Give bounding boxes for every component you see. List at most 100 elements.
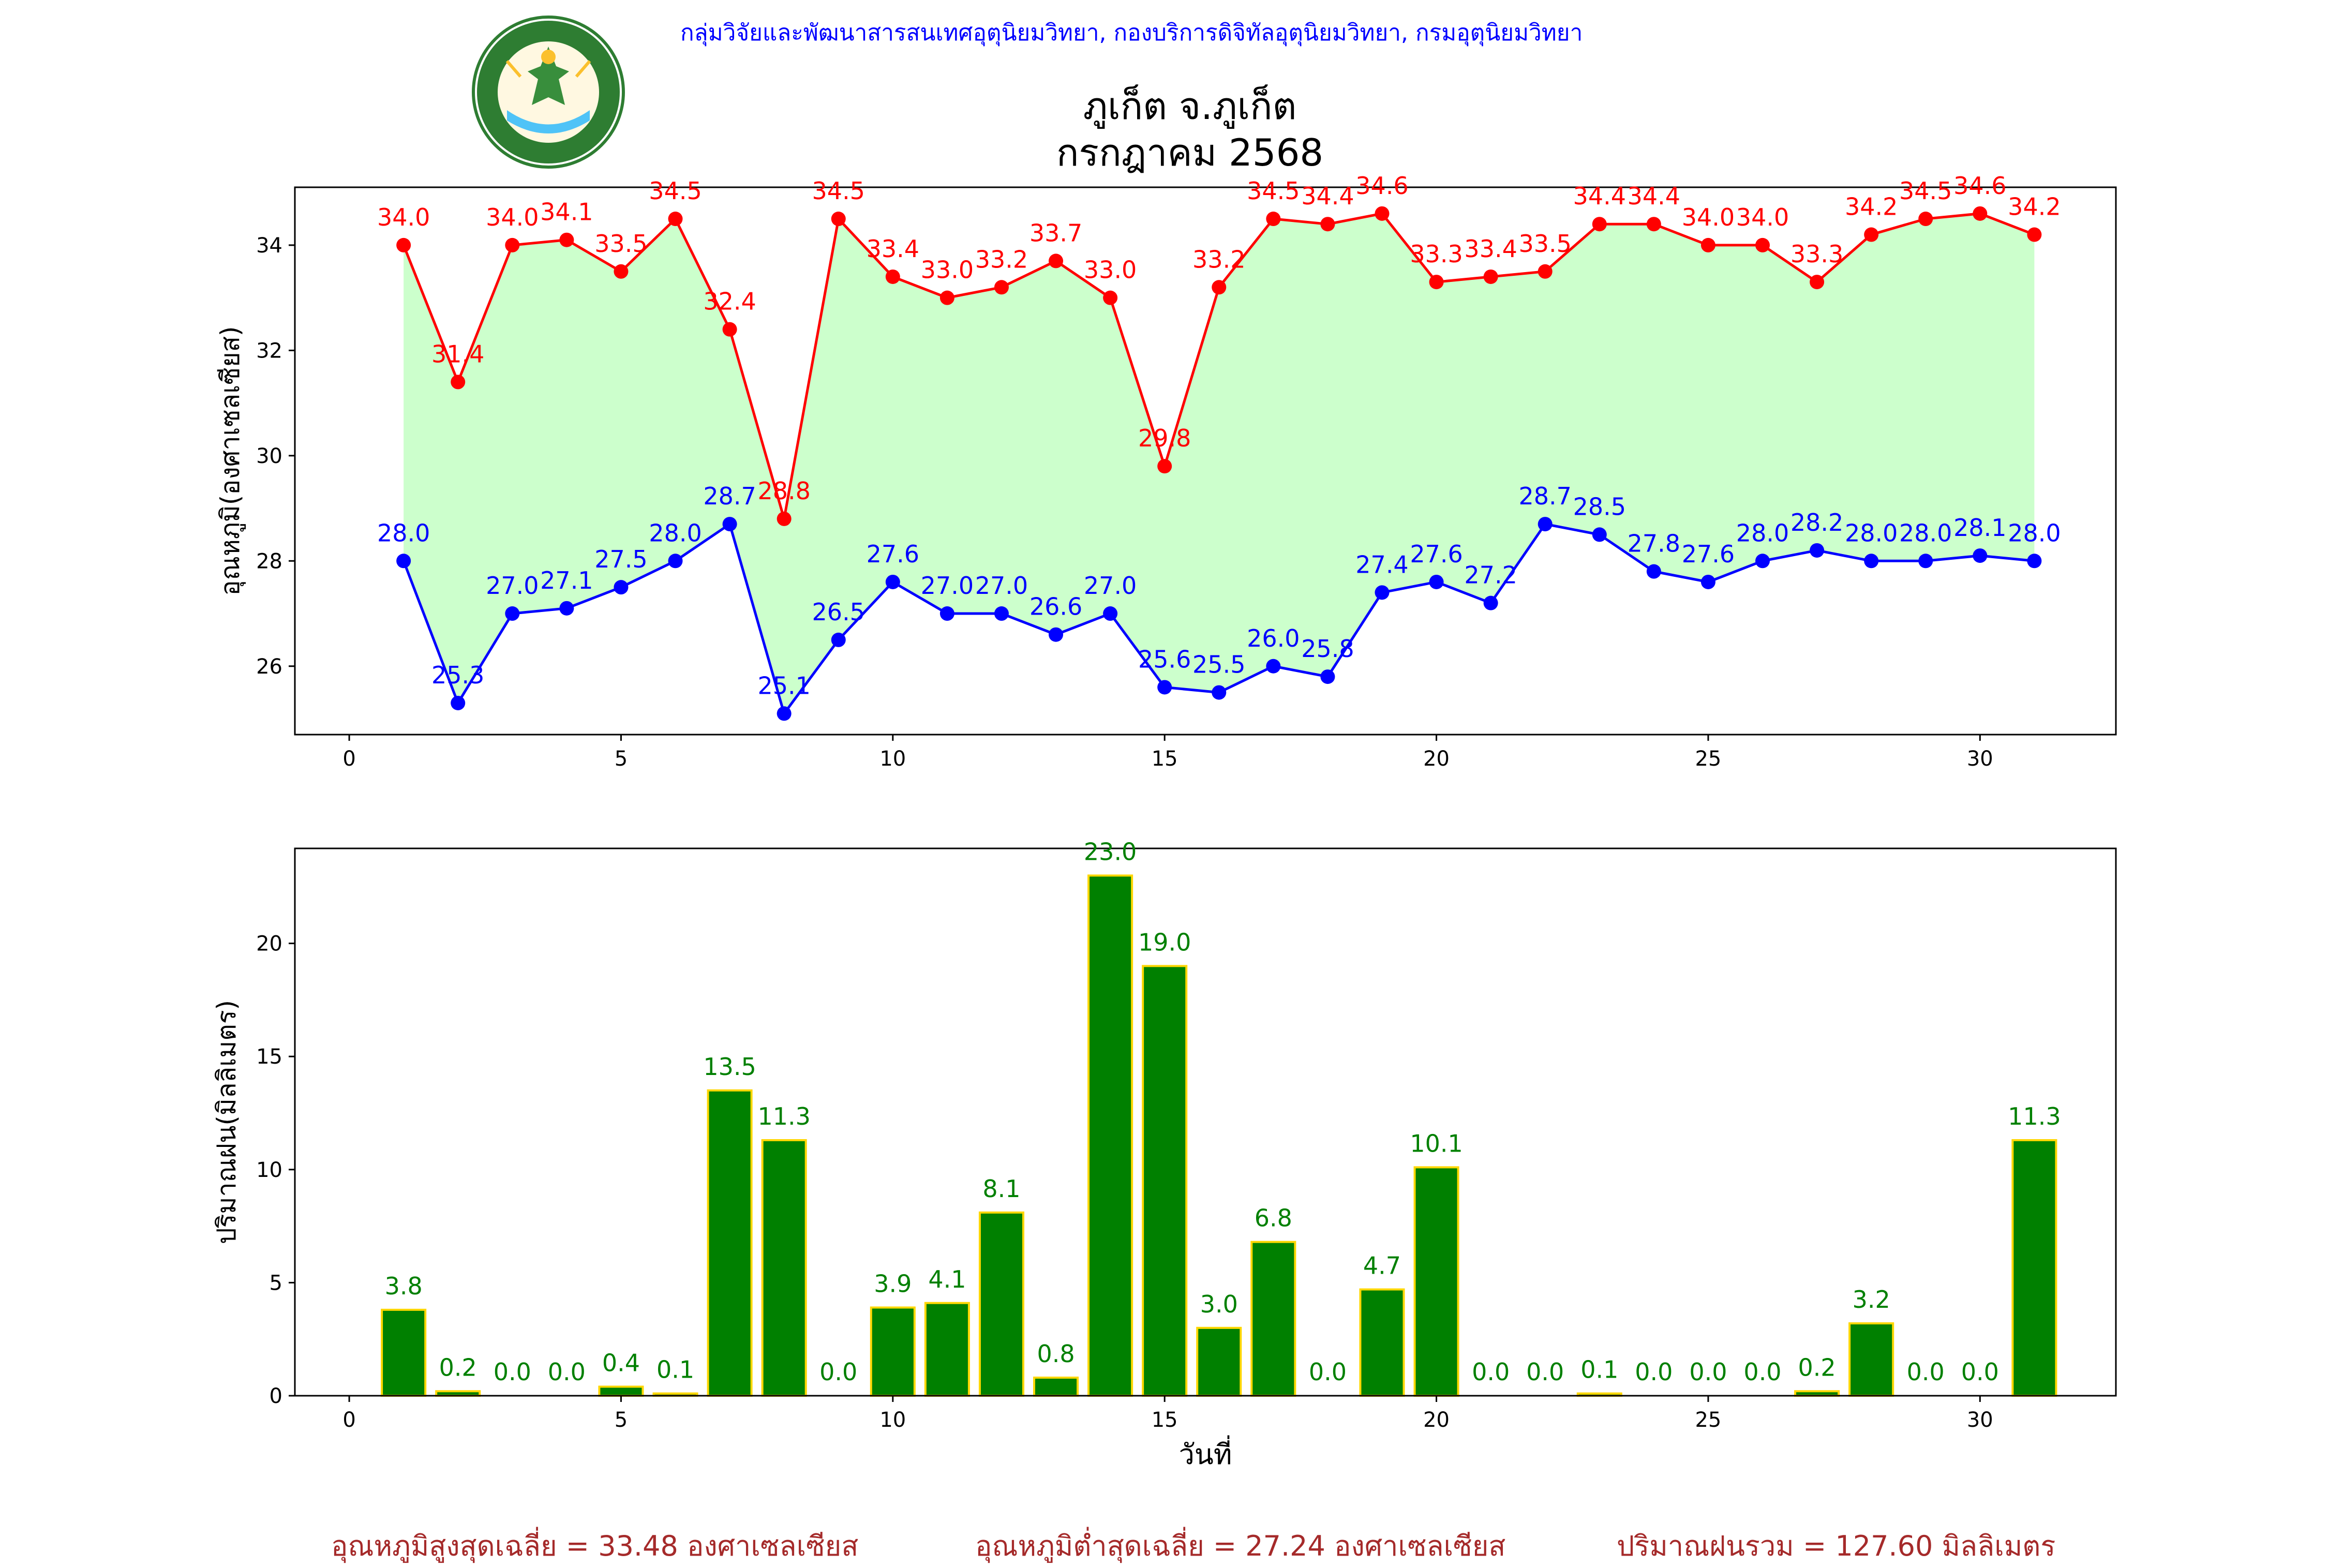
min-temp-label: 27.0 xyxy=(486,572,539,600)
min-temp-point xyxy=(1212,685,1227,700)
rain-x-tick-label: 30 xyxy=(1967,1408,1993,1432)
min-temp-point xyxy=(505,606,520,621)
min-temp-point xyxy=(614,580,629,595)
temperature-range-fill xyxy=(404,213,2035,714)
rain-bar xyxy=(1413,1166,1459,1397)
max-temp-point xyxy=(505,237,520,252)
max-temp-label: 33.4 xyxy=(1464,235,1517,263)
rain-bar-label: 0.0 xyxy=(1472,1358,1510,1386)
min-temp-point xyxy=(1918,554,1933,569)
min-temp-label: 27.0 xyxy=(921,572,974,600)
min-temp-label: 27.6 xyxy=(1410,540,1463,568)
rain-x-tick-label: 0 xyxy=(342,1408,355,1432)
summary-footer: อุณหภูมิสูงสุดเฉลี่ย = 33.48 องศาเซลเซีย… xyxy=(0,1524,2328,1562)
max-temp-point xyxy=(777,511,792,526)
max-temp-point xyxy=(885,269,900,284)
rain-bar xyxy=(707,1089,753,1397)
max-temp-label: 33.4 xyxy=(867,235,919,263)
min-temp-label: 28.0 xyxy=(2008,519,2061,547)
rain-bar xyxy=(870,1306,916,1397)
month-title: กรกฎาคม 2568 xyxy=(1056,131,1324,174)
rain-bar-label: 0.0 xyxy=(1309,1358,1347,1386)
min-temp-label: 28.0 xyxy=(1899,519,1952,547)
rain-x-tick-label: 15 xyxy=(1152,1408,1178,1432)
rain-bar xyxy=(1196,1326,1242,1397)
min-temp-point xyxy=(1049,627,1064,642)
max-temp-label: 33.3 xyxy=(1790,240,1843,268)
max-temp-label: 34.0 xyxy=(1736,203,1789,231)
max-temp-point xyxy=(1810,275,1825,290)
min-temp-point xyxy=(1320,669,1335,684)
meteorological-department-logo xyxy=(471,14,626,170)
min-temp-label: 27.4 xyxy=(1355,550,1408,578)
temp-x-tick-label: 25 xyxy=(1695,747,1721,771)
min-temp-point xyxy=(1864,554,1879,569)
rain-y-tick-label: 20 xyxy=(256,932,282,956)
rainfall-plot-frame xyxy=(294,847,2117,1397)
min-temp-point xyxy=(668,554,683,569)
rain-bar-label: 0.0 xyxy=(819,1358,857,1386)
min-temp-point xyxy=(1810,543,1825,558)
max-temp-label: 34.2 xyxy=(1845,193,1898,221)
rain-x-tick-label: 5 xyxy=(615,1408,628,1432)
max-temp-point xyxy=(1755,237,1770,252)
rain-bar xyxy=(761,1139,807,1397)
max-temp-label: 34.4 xyxy=(1573,182,1626,210)
temp-x-tick-label: 20 xyxy=(1423,747,1450,771)
rain-bar xyxy=(1033,1377,1079,1397)
min-temp-label: 27.0 xyxy=(975,572,1028,600)
rain-bar-label: 4.7 xyxy=(1363,1252,1401,1280)
min-temp-point xyxy=(1755,554,1770,569)
min-temp-label: 25.6 xyxy=(1138,645,1191,673)
rain-bar-label: 13.5 xyxy=(703,1053,756,1081)
temperature-plot-frame xyxy=(294,186,2117,736)
min-temp-label: 28.0 xyxy=(1845,519,1898,547)
max-temp-label: 33.3 xyxy=(1410,240,1463,268)
max-temp-label: 34.0 xyxy=(1682,203,1735,231)
rain-bar-label: 0.1 xyxy=(656,1356,694,1384)
rain-bar-label: 8.1 xyxy=(982,1175,1020,1203)
min-temp-label: 25.8 xyxy=(1301,635,1354,663)
max-temp-point xyxy=(1592,217,1607,232)
temp-y-axis-label: อุณหภูมิ(องศาเซลเซียส) xyxy=(215,326,246,595)
rain-bar-label: 0.0 xyxy=(1526,1358,1564,1386)
rain-bar xyxy=(2011,1139,2057,1397)
min-temp-label: 27.1 xyxy=(540,566,593,594)
max-temp-label: 34.5 xyxy=(812,177,865,205)
max-temp-point xyxy=(1918,212,1933,227)
max-temp-label: 33.5 xyxy=(594,230,647,258)
rain-bar xyxy=(924,1302,970,1397)
min-temp-point xyxy=(939,606,954,621)
max-temp-point xyxy=(1103,290,1118,305)
min-temp-label: 25.3 xyxy=(431,661,484,689)
min-temp-label: 26.5 xyxy=(812,598,865,626)
rain-bar-label: 0.8 xyxy=(1037,1340,1075,1368)
min-temp-label: 27.5 xyxy=(594,545,647,573)
max-temp-point xyxy=(722,322,737,337)
min-temp-label: 28.1 xyxy=(1953,514,2006,542)
max-temp-label: 34.5 xyxy=(1899,177,1952,205)
rain-bar-label: 3.9 xyxy=(874,1270,912,1297)
max-temp-label: 33.0 xyxy=(921,256,974,284)
max-temp-label: 34.0 xyxy=(486,203,539,231)
max-temp-point xyxy=(1538,264,1553,279)
max-temp-point xyxy=(1049,253,1064,268)
min-temp-point xyxy=(559,601,574,616)
temp-y-tick-label: 28 xyxy=(256,549,282,573)
temp-x-tick-label: 15 xyxy=(1152,747,1178,771)
rain-bar-label: 0.4 xyxy=(602,1349,640,1377)
rainfall-chart: 0 5 10 15 20 25 30 0 5 10 15 20 3.8 0.2 0.0 0.0 0.4 0.1 1… xyxy=(212,838,2117,1471)
min-temp-point xyxy=(1429,574,1444,589)
min-temp-point xyxy=(451,695,466,710)
min-temp-point xyxy=(1266,659,1281,674)
temp-y-tick-label: 34 xyxy=(256,234,282,258)
min-temp-point xyxy=(994,606,1009,621)
temp-x-tick-label: 5 xyxy=(615,747,628,771)
max-temp-label: 34.6 xyxy=(1355,172,1408,200)
max-temp-label: 32.4 xyxy=(703,288,756,316)
max-temp-label: 33.5 xyxy=(1519,230,1572,258)
max-temp-point xyxy=(614,264,629,279)
max-temp-point xyxy=(559,232,574,247)
max-temp-label: 33.2 xyxy=(1192,245,1245,273)
max-temp-point xyxy=(668,212,683,227)
